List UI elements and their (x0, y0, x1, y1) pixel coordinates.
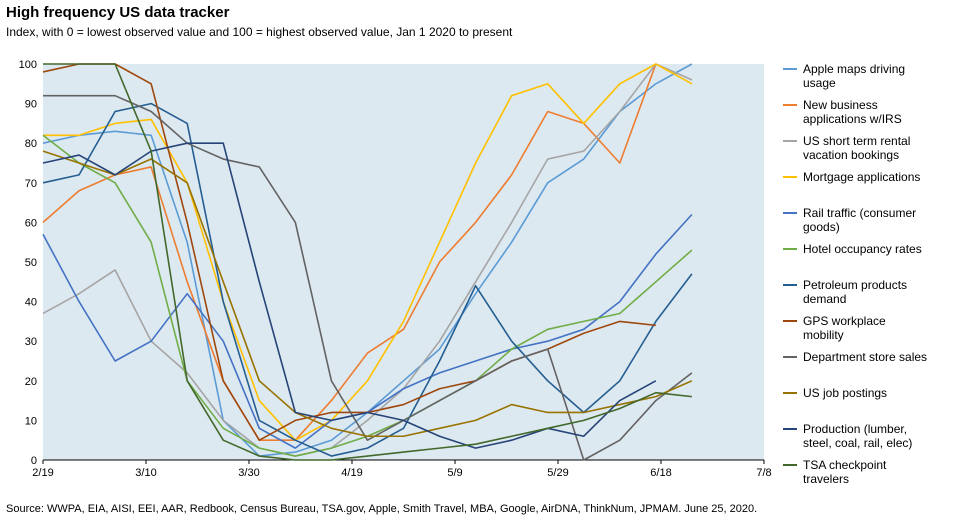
y-tick-label: 50 (25, 257, 37, 269)
x-tick-label: 3/30 (238, 467, 259, 479)
legend-swatch (783, 428, 797, 430)
x-tick-label: 3/10 (135, 467, 156, 479)
x-tick-label: 5/9 (447, 467, 462, 479)
x-tick-label: 2/19 (32, 467, 53, 479)
legend-entry: Petroleum products demand (783, 278, 973, 306)
y-tick-label: 60 (25, 217, 37, 229)
y-tick-label: 70 (25, 178, 37, 190)
legend-swatch (783, 356, 797, 358)
legend-entry: US short term rental vacation bookings (783, 134, 973, 162)
series-line (43, 63, 693, 441)
legend-swatch (783, 212, 797, 214)
legend-entry: Production (lumber, steel, coal, rail, e… (783, 422, 973, 450)
x-tick-label: 4/19 (341, 467, 362, 479)
legend-label: Hotel occupancy rates (803, 242, 922, 256)
legend-entry: Rail traffic (consumer goods) (783, 206, 973, 234)
legend-label: Petroleum products demand (803, 278, 908, 306)
legend-swatch (783, 176, 797, 178)
series-line (42, 63, 656, 441)
legend-label: New business applications w/IRS (803, 98, 902, 126)
series-line (42, 150, 693, 438)
legend-label: US job postings (803, 386, 888, 400)
legend-entry: Mortgage applications (783, 170, 973, 184)
legend-swatch (783, 464, 797, 466)
legend-entry: TSA checkpoint travelers (783, 458, 973, 486)
y-tick-label: 100 (19, 59, 37, 71)
x-tick-label: 6/18 (650, 467, 671, 479)
legend-swatch (783, 140, 797, 142)
legend-entry: US job postings (783, 386, 973, 400)
y-tick-label: 90 (25, 99, 37, 111)
legend-label: TSA checkpoint travelers (803, 458, 887, 486)
y-tick-label: 20 (25, 376, 37, 388)
series-line (43, 94, 693, 461)
series-line (42, 142, 657, 449)
legend-swatch (783, 320, 797, 322)
legend-entry: GPS workplace mobility (783, 314, 973, 342)
legend-swatch (783, 284, 797, 286)
chart-title: High frequency US data tracker (6, 4, 230, 21)
legend-entry: Hotel occupancy rates (783, 242, 973, 256)
series-line (42, 63, 657, 441)
y-tick-label: 0 (31, 455, 37, 467)
y-tick-label: 80 (25, 138, 37, 150)
series-line (43, 63, 692, 461)
y-tick-label: 40 (25, 297, 37, 309)
legend-swatch (783, 68, 797, 70)
source-note: Source: WWPA, EIA, AISI, EEI, AAR, Redbo… (6, 503, 758, 515)
legend-entry: Department store sales (783, 350, 973, 364)
legend-label: US short term rental vacation bookings (803, 134, 911, 162)
legend-label: Apple maps driving usage (803, 62, 906, 90)
legend-label: Production (lumber, steel, coal, rail, e… (803, 422, 913, 450)
legend-label: Rail traffic (consumer goods) (803, 206, 917, 234)
legend-entry: Apple maps driving usage (783, 62, 973, 90)
x-tick-label: 5/29 (547, 467, 568, 479)
legend-swatch (783, 392, 797, 394)
y-tick-label: 10 (25, 415, 37, 427)
legend-swatch (783, 248, 797, 250)
y-tick-label: 30 (25, 336, 37, 348)
legend-label: Mortgage applications (803, 170, 921, 184)
legend-entry: New business applications w/IRS (783, 98, 973, 126)
x-tick-label: 7/8 (756, 467, 771, 479)
chart-subtitle: Index, with 0 = lowest observed value an… (6, 25, 513, 39)
legend-label: Department store sales (803, 350, 928, 364)
legend-label: GPS workplace mobility (803, 314, 886, 342)
legend-swatch (783, 104, 797, 106)
